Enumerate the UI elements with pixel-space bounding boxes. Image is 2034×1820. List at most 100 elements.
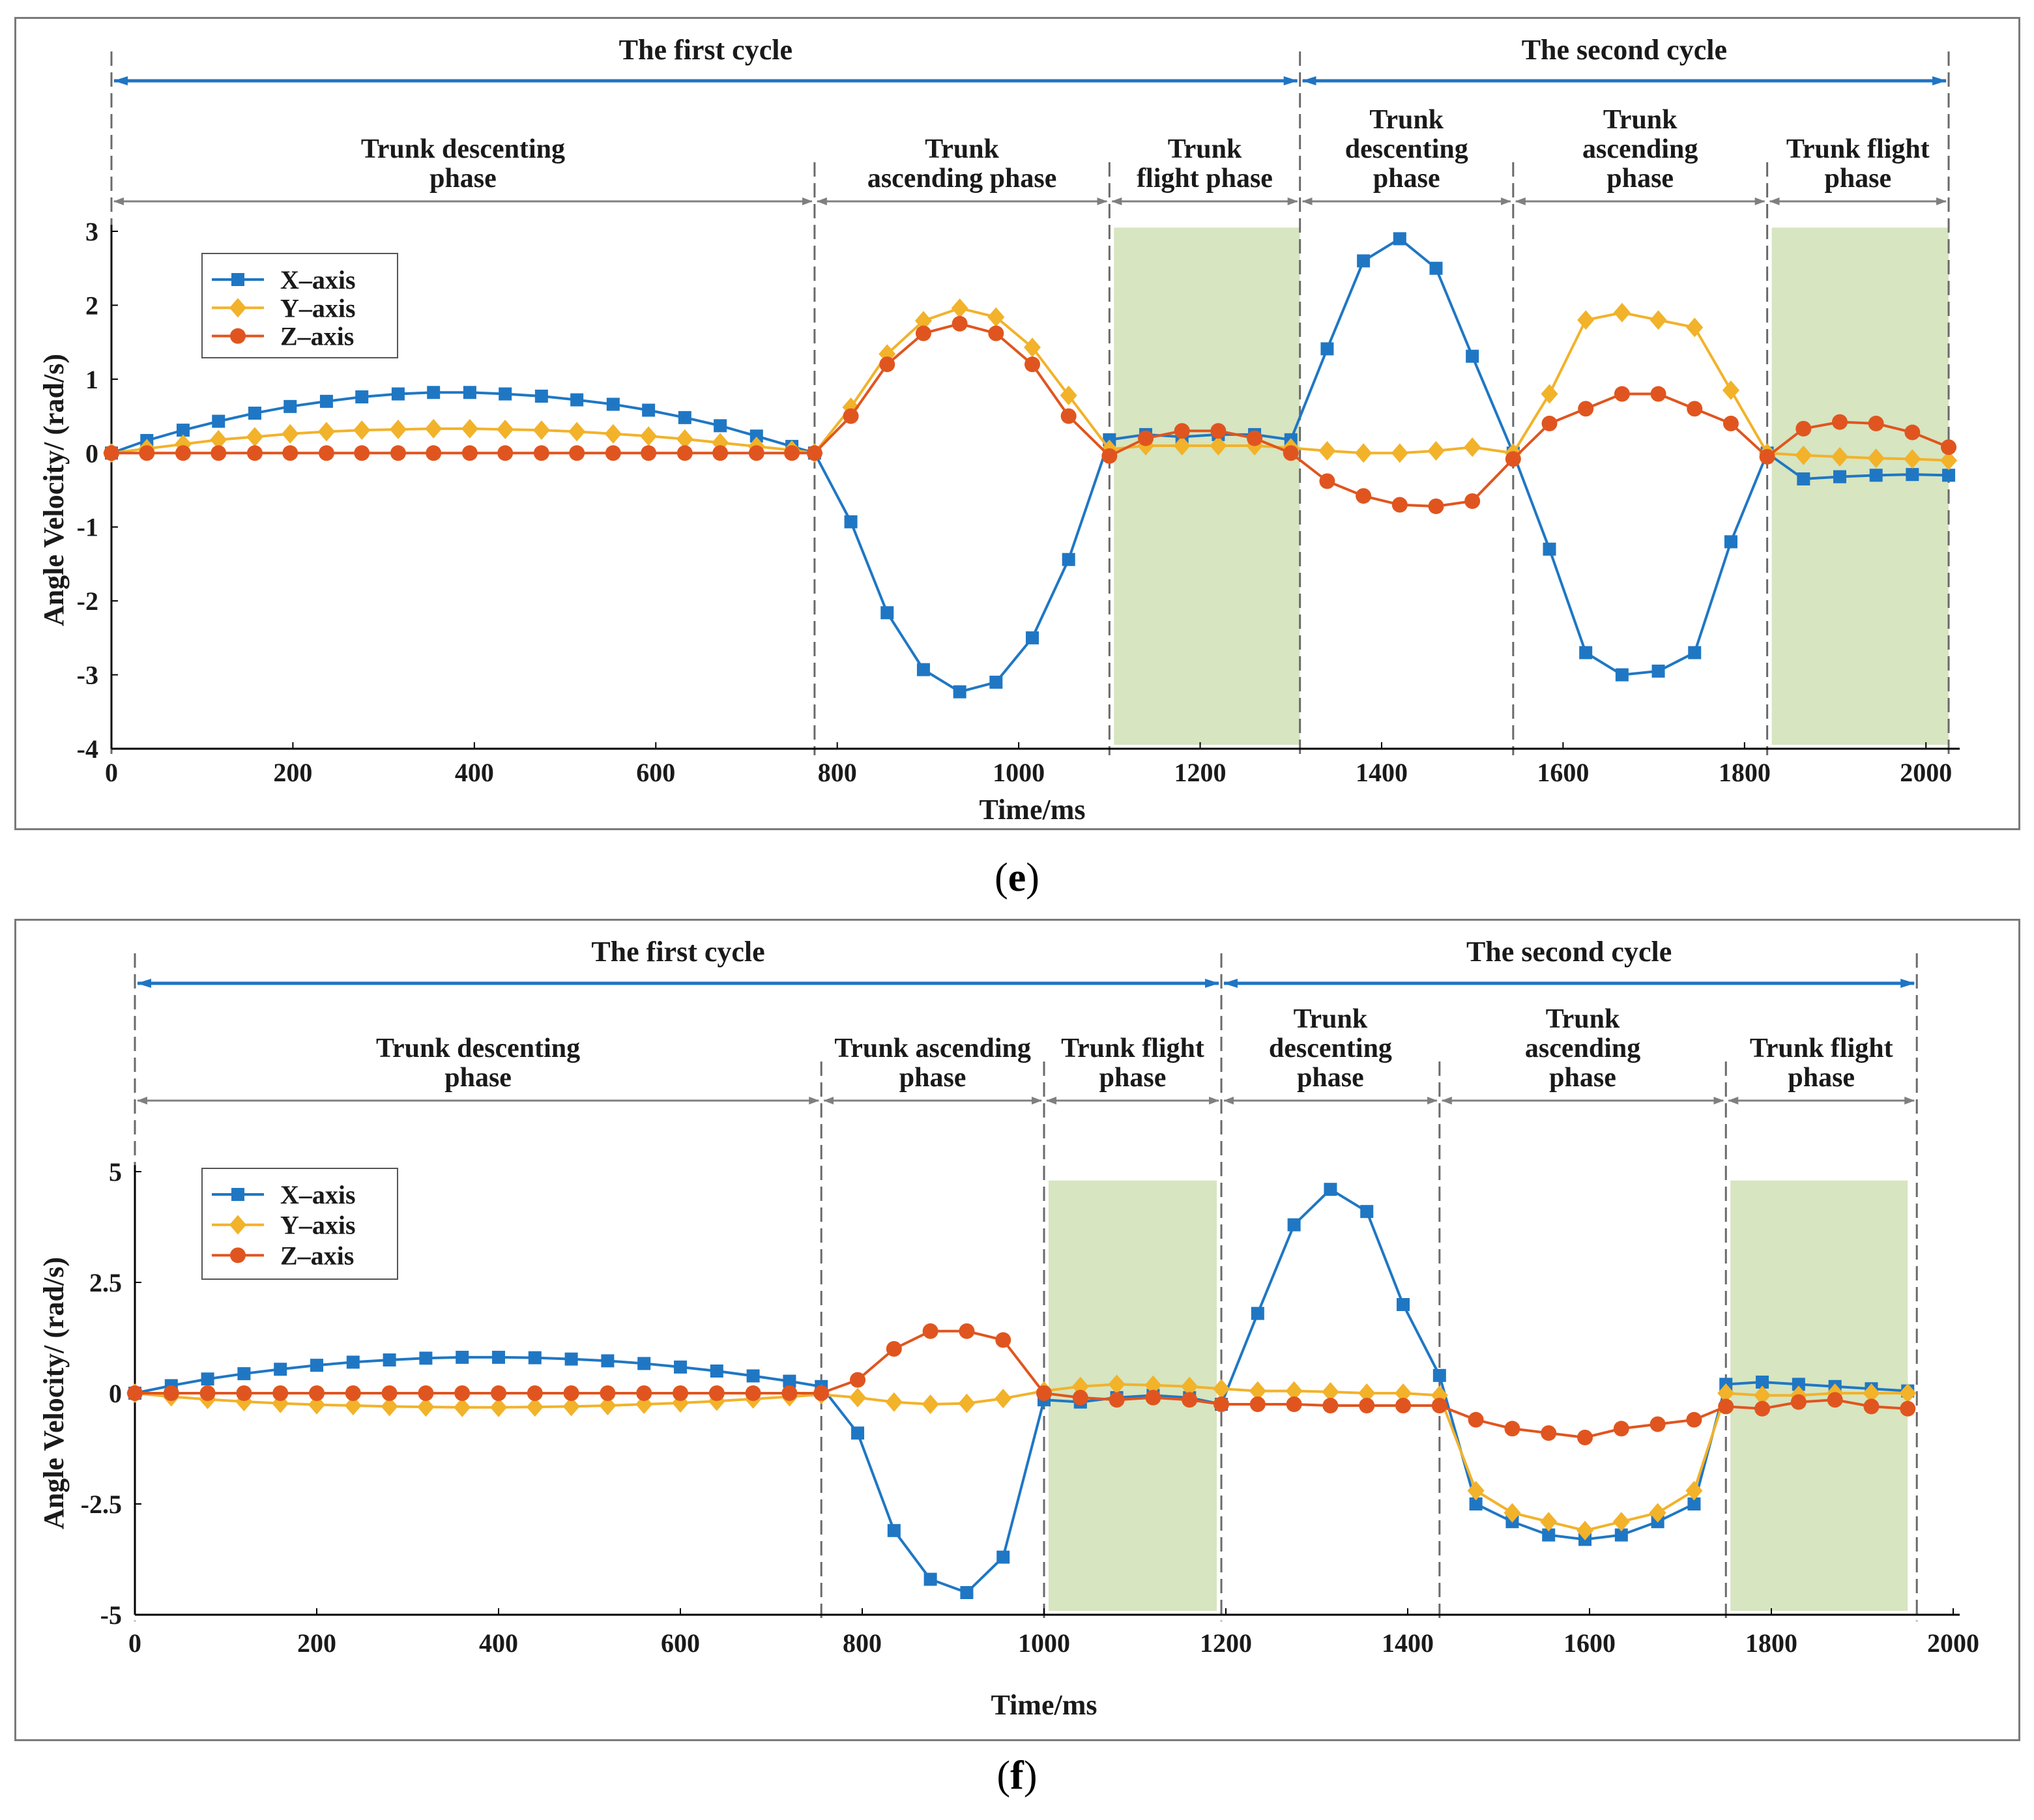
x-tick-label: 2000 xyxy=(1900,758,1952,787)
y-tick-label: 1 xyxy=(85,365,98,394)
data-point xyxy=(1688,646,1702,659)
data-point xyxy=(1941,439,1957,455)
data-point xyxy=(887,1524,901,1537)
data-point xyxy=(1578,401,1594,417)
data-point xyxy=(1540,1512,1558,1532)
data-point xyxy=(1722,380,1739,400)
data-point xyxy=(1391,443,1408,463)
data-point xyxy=(427,386,441,399)
data-point xyxy=(419,1351,433,1365)
data-point xyxy=(319,394,333,408)
x-tick-label: 1600 xyxy=(1563,1628,1616,1658)
data-point xyxy=(1687,401,1703,417)
data-point xyxy=(1869,469,1883,482)
data-point xyxy=(454,1397,471,1417)
data-point xyxy=(1283,445,1299,461)
data-point xyxy=(748,445,764,461)
data-point xyxy=(526,1397,544,1417)
data-point xyxy=(1613,302,1631,323)
data-point xyxy=(461,418,478,439)
data-point xyxy=(958,1393,976,1413)
data-point xyxy=(996,1550,1010,1564)
data-point xyxy=(1060,385,1077,405)
data-point xyxy=(1863,1398,1880,1415)
data-point xyxy=(562,1396,580,1417)
data-point xyxy=(672,1393,689,1413)
data-point xyxy=(1576,1520,1594,1540)
data-point xyxy=(886,1341,902,1357)
data-point xyxy=(1940,450,1958,470)
data-point xyxy=(1827,1392,1843,1408)
data-point xyxy=(1319,473,1335,489)
data-point xyxy=(1071,1376,1089,1396)
data-point xyxy=(995,1389,1012,1409)
data-point xyxy=(1464,437,1481,457)
x-tick-label: 2000 xyxy=(1927,1628,1979,1658)
data-point xyxy=(381,1385,398,1401)
data-point xyxy=(995,1332,1011,1348)
data-point xyxy=(1322,1381,1339,1402)
data-point xyxy=(746,1369,760,1383)
data-point xyxy=(282,424,299,444)
x-tick-label: 1600 xyxy=(1537,758,1589,787)
data-point xyxy=(175,445,191,461)
data-point xyxy=(389,419,407,439)
x-tick-label: 200 xyxy=(297,1628,336,1658)
x-tick-label: 1800 xyxy=(1745,1628,1797,1658)
data-point xyxy=(640,426,658,446)
data-point xyxy=(1577,1430,1593,1445)
x-tick-label: 1200 xyxy=(1174,758,1227,787)
data-point xyxy=(1718,1398,1734,1415)
data-point xyxy=(353,420,371,441)
data-point xyxy=(1391,497,1408,513)
data-point xyxy=(1615,668,1629,682)
data-point xyxy=(606,397,620,411)
data-point xyxy=(497,445,514,461)
data-point xyxy=(1397,1298,1410,1311)
y-tick-label: -5 xyxy=(100,1600,122,1630)
phase-label: phase xyxy=(1606,164,1674,194)
x-axis-label: Time/ms xyxy=(980,794,1086,826)
data-point xyxy=(1060,408,1077,424)
y-tick-label: -4 xyxy=(77,734,98,764)
x-tick-label: 200 xyxy=(273,758,312,787)
data-point xyxy=(570,393,584,407)
x-tick-label: 0 xyxy=(105,758,118,787)
x-tick-label: 800 xyxy=(843,1628,882,1658)
data-point xyxy=(1722,415,1739,431)
data-point xyxy=(317,422,335,442)
data-point xyxy=(783,1374,796,1388)
data-point xyxy=(1505,451,1521,467)
data-point xyxy=(1072,1389,1088,1406)
y-tick-label: 2 xyxy=(85,291,98,320)
data-point xyxy=(1685,1481,1703,1501)
data-point xyxy=(1504,1421,1520,1437)
flight-phase-region xyxy=(1771,227,1949,745)
data-point xyxy=(915,325,931,341)
phase-label: phase xyxy=(1099,1063,1167,1093)
data-point xyxy=(308,1394,325,1415)
legend-marker xyxy=(231,273,244,286)
data-point xyxy=(1251,1307,1264,1320)
data-point xyxy=(1360,1205,1374,1219)
data-point xyxy=(1541,1425,1557,1441)
data-point xyxy=(1145,1389,1161,1406)
data-point xyxy=(1286,1396,1302,1412)
data-point xyxy=(1579,646,1593,659)
data-point xyxy=(354,445,370,461)
data-point xyxy=(745,1385,761,1401)
chart-e-svg: 0 200 400 600 800 1000 1200 1400 1600 1800 2000 3 2 1… xyxy=(38,34,1960,826)
data-point xyxy=(1024,356,1040,373)
data-point xyxy=(492,1350,505,1364)
data-point xyxy=(673,1385,688,1401)
legend-label: X–axis xyxy=(280,1180,356,1209)
data-point xyxy=(1026,631,1039,644)
phase-label: phase xyxy=(1297,1063,1364,1093)
data-point xyxy=(1464,493,1481,510)
data-point xyxy=(879,356,895,373)
phase-label: Trunk descenting xyxy=(361,134,565,164)
data-point xyxy=(851,1426,865,1440)
data-point xyxy=(880,606,894,620)
phase-label: phase xyxy=(1549,1063,1616,1093)
flight-phase-region xyxy=(1114,227,1300,745)
